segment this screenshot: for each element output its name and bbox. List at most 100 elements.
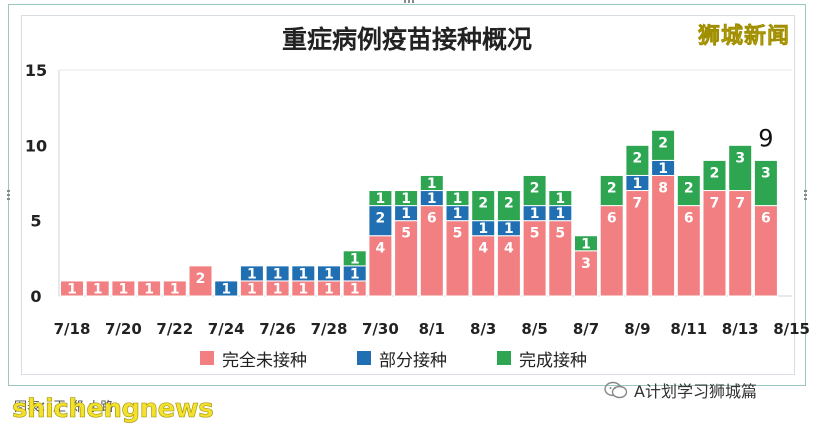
bar-segment <box>496 190 521 222</box>
bar-segment <box>753 159 778 207</box>
bar-data-label: 1 <box>633 176 643 192</box>
wechat-account-label: A计划学习狮城篇 <box>634 382 757 401</box>
bar-segment <box>162 280 187 297</box>
bar-data-label: 7 <box>735 196 745 212</box>
bar-data-label: 5 <box>555 226 565 242</box>
bar-data-label: 2 <box>376 211 386 227</box>
chart-title: 重症病例疫苗接种概况 <box>281 25 532 54</box>
bar-data-label: 6 <box>684 211 694 227</box>
legend-swatch-partial <box>357 351 371 365</box>
bar-segment <box>625 144 650 176</box>
bar-segment <box>60 280 84 297</box>
bar-data-label: 1 <box>350 266 360 282</box>
bar-segment <box>214 280 239 297</box>
x-tick-label: 8/7 <box>573 320 599 338</box>
bar-data-label: 8 <box>658 180 668 196</box>
bar-data-label: 2 <box>684 180 694 196</box>
wechat-account[interactable]: A计划学习狮城篇 <box>604 378 757 402</box>
x-tick-label: 7/24 <box>208 320 245 338</box>
bar-data-label: 1 <box>273 281 283 297</box>
bar-segment <box>265 265 290 282</box>
bar-data-label: 2 <box>633 150 643 166</box>
x-tick-label: 7/28 <box>311 320 348 338</box>
legend-item-full: 完成接种 <box>497 346 587 371</box>
bar-data-label: 1 <box>504 221 514 237</box>
bar-data-label: 7 <box>633 196 643 212</box>
brand-logo-cn: 狮城新闻 <box>698 24 791 50</box>
bar-segment <box>239 265 264 282</box>
bar-data-label: 1 <box>401 206 411 222</box>
bar-segment <box>394 190 419 207</box>
bar-segment <box>342 250 367 267</box>
bar-data-label: 1 <box>427 191 437 207</box>
bar-segment <box>471 190 496 222</box>
legend-swatch-unvaccinated <box>200 351 214 365</box>
bar-data-label: 1 <box>298 281 308 297</box>
bar-data-label: 2 <box>607 180 617 196</box>
bar-data-label: 1 <box>67 281 77 297</box>
bar-segment <box>574 235 598 252</box>
x-tick-label: 8/13 <box>722 320 759 338</box>
legend-label-partial: 部分接种 <box>379 350 447 371</box>
bar-segment <box>111 280 136 297</box>
bar-data-label: 1 <box>581 236 591 252</box>
bar-data-label: 1 <box>427 176 437 192</box>
bar-data-label: 1 <box>555 206 565 222</box>
y-tick-label: 0 <box>30 287 41 306</box>
bar-segment <box>85 280 110 297</box>
resize-handle-left[interactable] <box>7 190 10 202</box>
x-tick-label: 8/3 <box>470 320 496 338</box>
x-tick-label: 7/18 <box>54 320 91 338</box>
bar-data-label: 2 <box>504 196 514 212</box>
bar-data-label: 1 <box>247 281 257 297</box>
bar-data-label: 1 <box>658 161 668 177</box>
bar-segment <box>548 190 573 207</box>
bar-data-label: 5 <box>401 226 411 242</box>
legend-label-unvaccinated: 完全未接种 <box>222 350 307 371</box>
bar-data-label: 1 <box>324 281 334 297</box>
x-tick-label: 8/11 <box>670 320 707 338</box>
x-tick-label: 7/30 <box>362 320 399 338</box>
brand-logo-en: shichengnews <box>12 394 214 425</box>
resize-handle-top[interactable] <box>404 0 416 3</box>
bar-data-label: 1 <box>144 281 154 297</box>
bar-data-label: 1 <box>555 191 565 207</box>
bar-data-label: 1 <box>324 266 334 282</box>
bar-data-label: 4 <box>478 241 488 257</box>
bar-data-label: 1 <box>376 191 386 207</box>
legend-label-full: 完成接种 <box>519 350 587 371</box>
bar-segment <box>599 174 624 207</box>
bar-data-label: 1 <box>93 281 103 297</box>
bar-data-label: 1 <box>453 191 463 207</box>
bar-data-label: 1 <box>478 221 488 237</box>
bar-total-annotation: 9 <box>758 124 773 152</box>
bar-data-label: 1 <box>273 266 283 282</box>
bar-segment <box>702 159 727 192</box>
bar-data-label: 2 <box>710 165 720 181</box>
x-tick-label: 7/22 <box>156 320 193 338</box>
bar-data-label: 1 <box>247 266 257 282</box>
bar-data-label: 1 <box>119 281 129 297</box>
resize-handle-right[interactable] <box>804 190 807 202</box>
bar-segment <box>445 190 470 207</box>
x-tick-label: 8/5 <box>521 320 547 338</box>
bar-data-label: 1 <box>350 281 360 297</box>
bar-data-label: 7 <box>710 196 720 212</box>
legend-swatch-full <box>497 351 511 365</box>
bar-segment <box>368 190 393 207</box>
bar-data-label: 4 <box>376 241 386 257</box>
bar-data-label: 3 <box>761 165 771 181</box>
bar-segment <box>419 174 444 192</box>
bar-data-label: 6 <box>427 211 437 227</box>
bar-segment <box>188 265 213 297</box>
chart-inner-frame <box>21 15 795 375</box>
x-tick-label: 7/26 <box>259 320 296 338</box>
bar-data-label: 2 <box>658 135 668 151</box>
bar-segment <box>676 174 701 207</box>
bar-data-label: 1 <box>350 251 360 267</box>
bar-segment <box>291 265 316 282</box>
bar-data-label: 6 <box>607 211 617 227</box>
bar-segment <box>137 280 162 297</box>
x-tick-label: 8/15 <box>773 320 810 338</box>
